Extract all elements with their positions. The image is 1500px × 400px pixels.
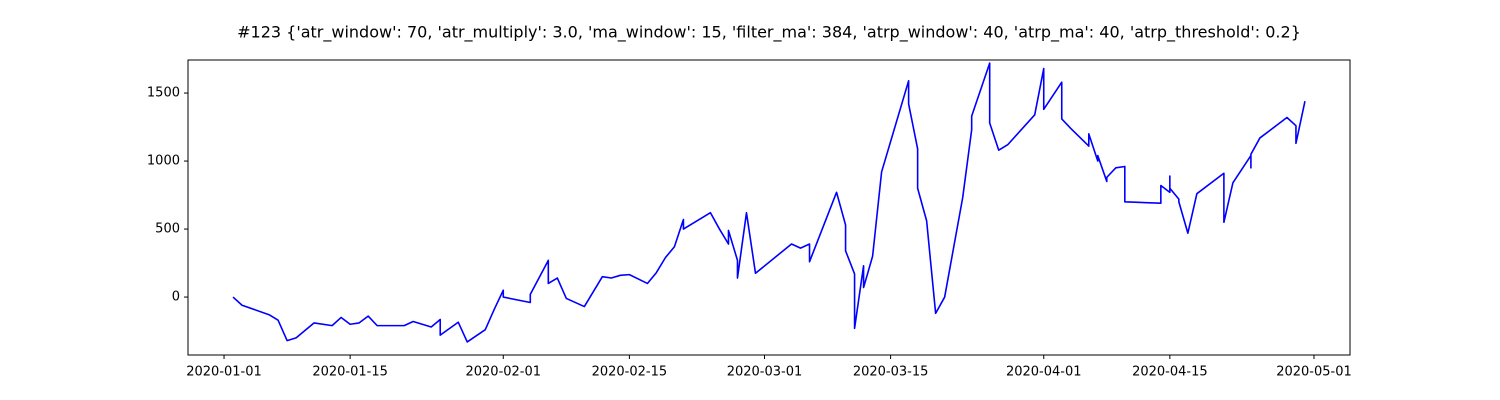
x-tick-label: 2020-02-01 (465, 365, 541, 380)
x-tick-label: 2020-01-15 (312, 365, 388, 380)
x-tick-label: 2020-03-01 (727, 365, 803, 380)
line (232, 62, 1306, 343)
x-tick-label: 2020-04-01 (1006, 365, 1082, 380)
chart-title: #123 {'atr_window': 70, 'atr_multiply': … (237, 23, 1301, 43)
y-tick-label: 1000 (147, 154, 180, 169)
plot-frame (187, 59, 1351, 356)
x-tick-label: 2020-04-15 (1132, 365, 1208, 380)
y-tick-label: 0 (172, 290, 180, 305)
x-tick-label: 2020-05-01 (1276, 365, 1352, 380)
y-tick-label: 500 (155, 222, 180, 237)
x-tick-label: 2020-01-01 (186, 365, 262, 380)
x-tick-label: 2020-02-15 (592, 365, 668, 380)
y-tick-label: 1500 (147, 86, 180, 101)
x-tick-label: 2020-03-15 (853, 365, 929, 380)
